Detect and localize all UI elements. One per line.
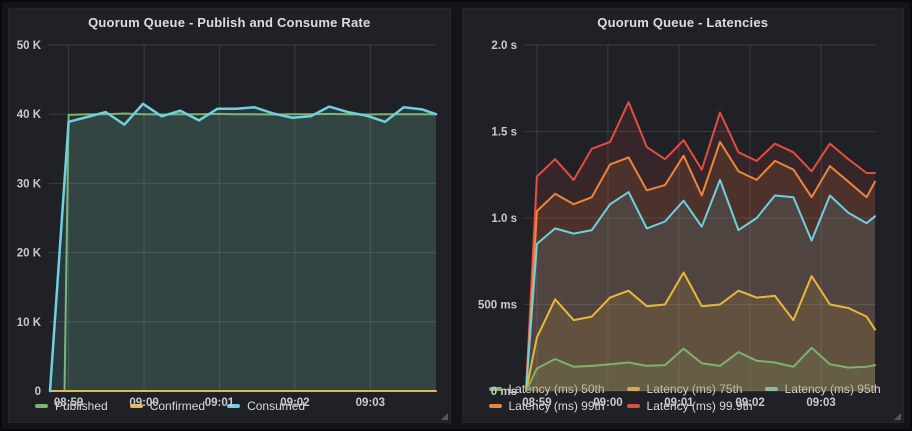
series-area-latency-ms-99th [525,141,875,391]
legend-swatch-icon [488,404,502,408]
series-area-latency-ms-75th [525,272,875,391]
series-line-latency-ms-50th [524,346,876,392]
x-tick-label: 09:01 [205,397,235,409]
x-tick-label: 09:02 [735,397,764,409]
series-line-published [63,112,437,392]
series-line-latency-ms-95th [524,178,876,392]
series-area-latency-ms-95th [525,179,875,391]
legend-item-latency-ms-99-9th[interactable]: Latency (ms) 99.9th [626,399,753,413]
legend-item-published[interactable]: Published [35,399,108,413]
legend-item-latency-ms-95th[interactable]: Latency (ms) 95th [764,382,881,396]
x-tick-label: 09:01 [664,397,694,409]
y-tick-label: 20 K [17,248,42,260]
legend-item-latency-ms-99th[interactable]: Latency (ms) 99th [488,399,605,413]
legend-item-confirmed[interactable]: Confirmed [129,399,206,413]
panel-resize-handle[interactable] [894,413,901,420]
panel-header[interactable]: Quorum Queue - Latencies [463,9,904,35]
legend-swatch-icon [764,387,778,391]
x-tick-label: 09:02 [280,397,309,409]
series-line-latency-ms-75th [524,271,876,392]
x-tick-label: 09:00 [129,397,158,409]
y-tick-label: 50 K [17,40,42,52]
legend-item-latency-ms-50th[interactable]: Latency (ms) 50th [488,382,605,396]
legend-label: Consumed [247,399,306,413]
series-area-latency-ms-50th [525,347,875,391]
series-line-latency-ms-99-9th [524,101,876,392]
x-tick-label: 09:00 [593,397,622,409]
legend-row: Published Confirmed Consumed [35,399,442,413]
series-area-latency-ms-99-9th [525,102,875,391]
legend-swatch-icon [488,387,502,391]
panel-title: Quorum Queue - Latencies [597,14,769,30]
y-tick-label: 2.0 s [491,40,517,52]
chart-canvas[interactable]: 50 K 40 K 30 K 20 K 10 K 0 08:59 09:00 09:01 09:0… [9,35,450,411]
x-tick-label: 08:59 [522,397,551,409]
series-line-consumed [48,102,438,393]
x-tick-label: 08:59 [54,397,83,409]
y-tick-label: 0 ms [490,386,516,398]
y-tick-label: 0 [35,386,41,398]
y-tick-label: 30 K [17,178,42,190]
chart-canvas[interactable]: 2.0 s 1.5 s 1.0 s 500 ms 0 ms 08:59 09:00 09:01… [463,35,904,411]
legend-label: Latency (ms) 95th [784,382,881,396]
legend-row: Latency (ms) 50th Latency (ms) 75th Latenc… [488,382,896,396]
series-line-latency-ms-99th [524,140,876,392]
legend-swatch-icon [35,404,48,408]
legend-label: Latency (ms) 99th [508,399,605,413]
series-area-published [64,113,436,391]
legend-swatch-icon [227,404,241,408]
legend-label: Published [55,399,108,413]
latencies-legend: Latency (ms) 50th Latency (ms) 75th Latenc… [463,380,904,422]
legend-swatch-icon [129,404,143,408]
y-tick-label: 1.5 s [491,127,517,139]
legend-item-latency-ms-75th[interactable]: Latency (ms) 75th [626,382,743,396]
series-area-consumed [50,103,436,392]
publish-consume-chart[interactable]: 50 K 40 K 30 K 20 K 10 K 0 08:59 09:00 09:01 09:0… [9,35,450,409]
x-tick-label: 09:03 [356,397,385,409]
legend-item-consumed[interactable]: Consumed [227,399,305,413]
legend-swatch-icon [626,404,640,408]
x-tick-label: 09:03 [806,397,835,409]
legend-row: Latency (ms) 99th Latency (ms) 99.9th [488,399,896,413]
panel-publish-consume-rate: Quorum Queue - Publish and Consume Rate … [8,8,451,423]
legend-label: Latency (ms) 50th [508,382,605,396]
legend-swatch-icon [626,387,640,391]
legend-label: Latency (ms) 75th [646,382,743,396]
y-tick-label: 10 K [17,317,42,329]
latencies-chart[interactable]: 2.0 s 1.5 s 1.0 s 500 ms 0 ms 08:59 09:00 09:01… [463,35,904,409]
y-tick-label: 40 K [17,109,42,121]
panel-latencies: Quorum Queue - Latencies 2.0 s 1.5 s 1.0 s… [461,8,904,423]
y-tick-label: 1.0 s [491,213,517,225]
panel-title: Quorum Queue - Publish and Consume Rate [88,14,371,30]
legend-label: Confirmed [149,399,206,413]
panel-resize-handle[interactable] [440,413,448,420]
publish-consume-legend: Published Confirmed Consumed [9,397,450,422]
panel-header[interactable]: Quorum Queue - Publish and Consume Rate [9,9,450,35]
y-tick-label: 500 ms [477,300,516,312]
legend-label: Latency (ms) 99.9th [646,399,753,413]
